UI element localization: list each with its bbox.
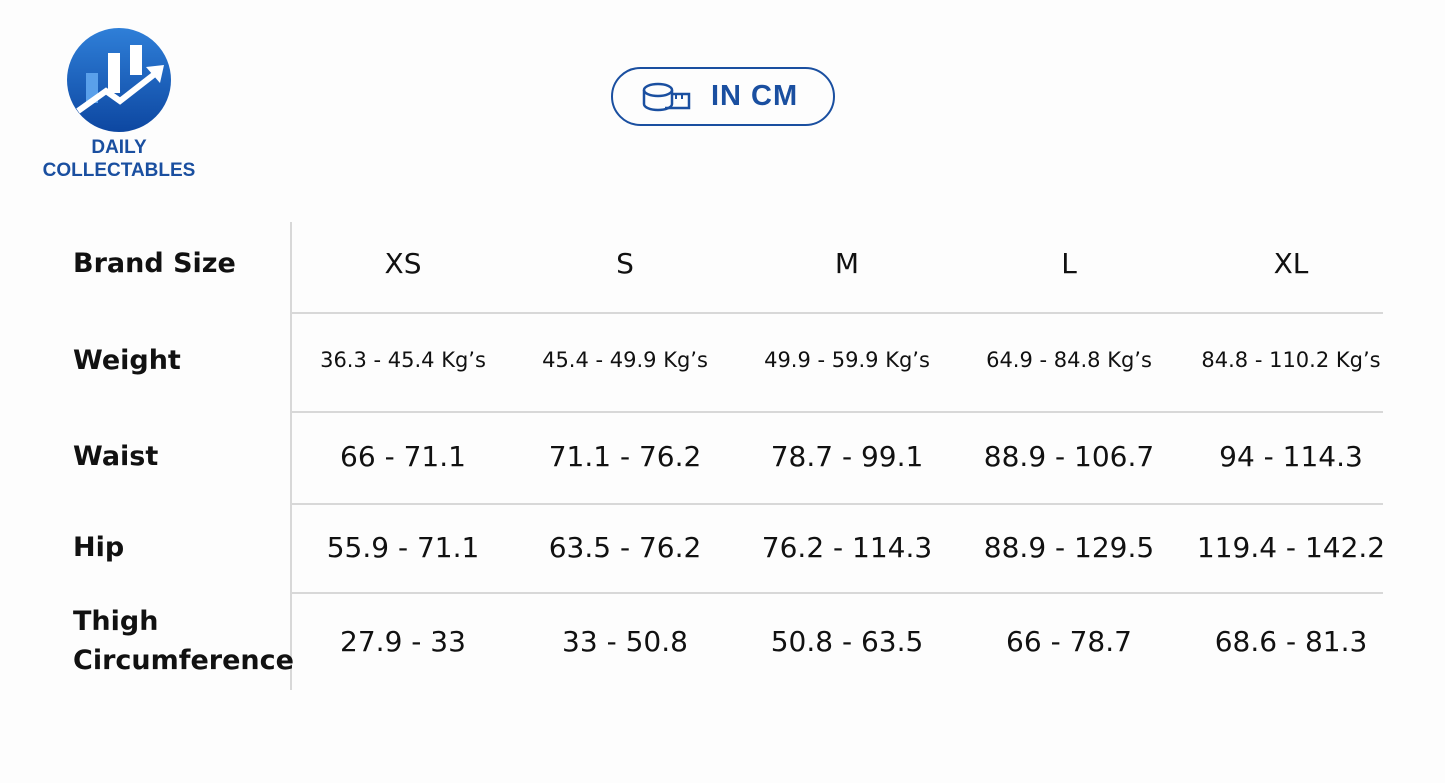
size-value: 76.2 - 114.3: [761, 530, 933, 564]
row-label: Weight: [73, 344, 181, 376]
row-divider: [292, 411, 1383, 413]
row-divider: [292, 503, 1383, 505]
size-header: L: [1061, 246, 1077, 280]
size-value: 66 - 71.1: [340, 439, 466, 473]
logo-icon: [67, 28, 171, 132]
size-header: XS: [384, 246, 422, 280]
size-value: 36.3 - 45.4 Kg’s: [320, 348, 486, 372]
size-value: 88.9 - 129.5: [983, 530, 1155, 564]
size-value: 71.1 - 76.2: [548, 439, 702, 473]
size-value: 55.9 - 71.1: [326, 530, 480, 564]
size-value: 33 - 50.8: [562, 624, 688, 658]
row-label: Hip: [73, 531, 125, 563]
size-value: 45.4 - 49.9 Kg’s: [542, 348, 708, 372]
size-value: 49.9 - 59.9 Kg’s: [764, 348, 930, 372]
size-header: S: [616, 246, 634, 280]
size-value: 84.8 - 110.2 Kg’s: [1201, 348, 1381, 372]
row-divider: [292, 592, 1383, 594]
size-value: 50.8 - 63.5: [770, 624, 924, 658]
tape-icon: [642, 82, 691, 112]
size-value: 94 - 114.3: [1219, 439, 1363, 473]
row-label: Waist: [73, 440, 159, 472]
size-header: XL: [1273, 246, 1309, 280]
size-value: 64.9 - 84.8 Kg’s: [986, 348, 1152, 372]
unit-label: IN CM: [711, 80, 799, 112]
size-value: 78.7 - 99.1: [770, 439, 924, 473]
row-divider: [292, 312, 1383, 314]
logo-text: DAILY: [91, 137, 147, 158]
row-label: Thigh Circumference: [73, 606, 294, 676]
size-header: M: [834, 246, 860, 280]
size-value: 119.4 - 142.2: [1196, 530, 1386, 564]
row-label: Brand Size: [73, 247, 236, 279]
column-divider: [290, 222, 292, 690]
size-value: 68.6 - 81.3: [1214, 624, 1368, 658]
size-value: 63.5 - 76.2: [548, 530, 702, 564]
size-value: 88.9 - 106.7: [983, 439, 1155, 473]
size-value: 66 - 78.7: [1006, 624, 1132, 658]
size-value: 27.9 - 33: [340, 624, 466, 658]
unit-badge: [611, 67, 835, 126]
logo-text: COLLECTABLES: [42, 160, 196, 181]
